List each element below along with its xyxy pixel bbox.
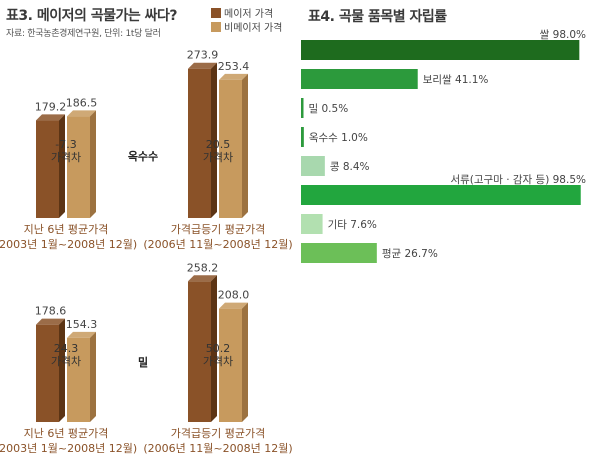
- bar-4: [301, 156, 325, 176]
- bar-nonmajor-3-side: [242, 302, 248, 422]
- legend-major-swatch: [211, 7, 221, 18]
- legend-major: 메이저 가격: [211, 5, 273, 20]
- diff-value-0: -7.3: [55, 138, 76, 151]
- value-label-major-3: 258.2: [187, 261, 219, 274]
- value-label-major-1: 273.9: [187, 49, 219, 62]
- crop-label-corn: 옥수수: [128, 150, 158, 163]
- bar-major-0-top: [36, 114, 65, 121]
- period-range-1: (2006년 11월~2008년 12월): [143, 238, 292, 251]
- legend-major-label: 메이저 가격: [224, 9, 274, 20]
- bar-major-2-top: [36, 318, 65, 325]
- bar-major-2: [36, 324, 59, 422]
- period-label-1: 가격급등기 평균가격: [171, 223, 266, 236]
- bar-3: [301, 127, 304, 147]
- figure-4-plot: 쌀 98.0% 보리쌀 41.1% 밀 0.5% 옥수수 1.0% 콩 8.4% 서류(고…: [301, 29, 586, 263]
- bar-nonmajor-0: [67, 116, 90, 218]
- period-label-0: 지난 6년 평균가격: [24, 223, 109, 236]
- diff-value-2: 24.3: [54, 342, 79, 355]
- bar-6: [301, 214, 323, 234]
- bar-nonmajor-0-side: [90, 110, 96, 218]
- bar-2: [301, 98, 304, 118]
- bar-label-3: 옥수수 1.0%: [309, 132, 368, 144]
- bar-nonmajor-1-top: [219, 73, 248, 80]
- bar-major-2-side: [59, 318, 65, 422]
- bar-major-1-top: [188, 62, 217, 69]
- legend-nonmajor: 비메이저 가격: [211, 19, 282, 34]
- bar-major-1-side: [211, 62, 217, 218]
- period-range-2: (2003년 1월~2008년 12월): [0, 442, 137, 455]
- bar-major-3: [188, 281, 211, 422]
- bar-major-0-side: [59, 114, 65, 218]
- period-label-2: 지난 6년 평균가격: [24, 427, 109, 440]
- bar-7: [301, 243, 377, 263]
- bar-major-3-side: [211, 275, 217, 422]
- bar-nonmajor-1: [219, 79, 242, 218]
- bar-label-0: 쌀 98.0%: [540, 29, 586, 41]
- bar-1: [301, 69, 418, 89]
- value-label-nonmajor-1: 253.4: [218, 60, 250, 73]
- bar-major-0: [36, 120, 59, 218]
- crop-label-wheat: 밀: [138, 356, 148, 369]
- value-label-major-2: 178.6: [35, 305, 67, 318]
- bar-label-6: 기타 7.6%: [328, 219, 377, 231]
- value-label-nonmajor-2: 154.3: [66, 318, 98, 331]
- bar-label-1: 보리쌀 41.1%: [423, 74, 489, 86]
- bar-5: [301, 185, 581, 205]
- bar-label-7: 평균 26.7%: [382, 248, 438, 260]
- diff-label-0: 가격차: [51, 151, 81, 164]
- bar-label-2: 밀 0.5%: [309, 103, 349, 115]
- figure-4-title: 표4. 곡물 품목별 자립률: [308, 9, 447, 25]
- value-label-nonmajor-0: 186.5: [66, 96, 98, 109]
- bar-nonmajor-1-side: [242, 73, 248, 218]
- diff-label-3: 가격차: [203, 355, 233, 368]
- legend-nonmajor-label: 비메이저 가격: [224, 23, 283, 34]
- legend-nonmajor-swatch: [211, 21, 221, 32]
- bar-nonmajor-0-top: [67, 110, 96, 117]
- figure-3-source: 자료: 한국농촌경제연구원, 단위: 1t당 달러: [6, 29, 161, 39]
- bar-label-4: 콩 8.4%: [330, 161, 370, 173]
- figure-3: 표3. 메이저의 곡물가는 싸다? 자료: 한국농촌경제연구원, 단위: 1t당…: [0, 5, 293, 455]
- diff-label-1: 가격차: [203, 151, 233, 164]
- bar-nonmajor-2: [67, 337, 90, 422]
- diff-value-1: 20.5: [206, 138, 231, 151]
- value-label-nonmajor-3: 208.0: [218, 289, 250, 302]
- bar-major-3-top: [188, 275, 217, 282]
- bar-major-1: [188, 68, 211, 218]
- bar-nonmajor-2-side: [90, 331, 96, 422]
- figure-3-title: 표3. 메이저의 곡물가는 싸다?: [6, 8, 177, 24]
- bar-label-5: 서류(고구마 · 감자 등) 98.5%: [450, 174, 586, 186]
- diff-value-3: 50.2: [206, 342, 231, 355]
- figure-4: 표4. 곡물 품목별 자립률 쌀 98.0% 보리쌀 41.1% 밀 0.5% 옥수수…: [300, 0, 590, 463]
- bar-nonmajor-3: [219, 308, 242, 422]
- bar-nonmajor-2-top: [67, 331, 96, 338]
- period-range-0: (2003년 1월~2008년 12월): [0, 238, 137, 251]
- bar-0: [301, 40, 580, 60]
- period-label-3: 가격급등기 평균가격: [171, 427, 266, 440]
- period-range-3: (2006년 11월~2008년 12월): [143, 442, 292, 455]
- value-label-major-0: 179.2: [35, 100, 67, 113]
- bar-nonmajor-3-top: [219, 302, 248, 309]
- diff-label-2: 가격차: [51, 355, 81, 368]
